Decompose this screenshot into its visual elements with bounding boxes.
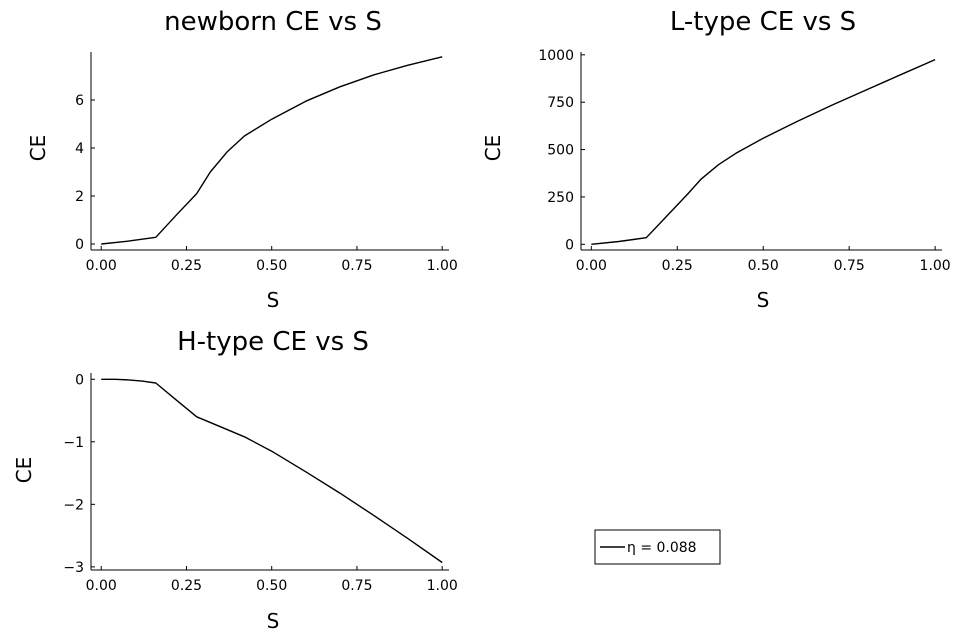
legend-label: η = 0.088 [627,540,697,556]
y-tick-label: 750 [547,95,574,111]
y-tick-label: 1000 [538,48,574,64]
legend: η = 0.088 [594,529,721,565]
axes: 0.00 0.25 0.50 0.75 1.00 0 2 4 6 [75,52,458,274]
y-tick-label: 6 [75,93,84,109]
panel-l-type-ce: L-type CE vs S S CE 0.00 0.25 0.50 0.75 1.00… [481,7,951,312]
axes: 0.00 0.25 0.50 0.75 1.00 0 −1 −2 −3 [63,372,457,594]
x-tick-label: 0.00 [86,258,117,274]
y-tick-label: 0 [565,237,574,253]
x-axis-label: S [267,288,280,312]
x-tick-label: 0.50 [748,258,779,274]
y-tick-label: −2 [63,497,84,513]
x-tick-label: 0.00 [576,258,607,274]
plot-area [101,378,443,564]
panel-newborn-ce: newborn CE vs S S CE 0.00 0.25 0.50 0.75 1.0… [26,7,458,312]
chart-title: L-type CE vs S [670,7,856,37]
x-axis-label: S [267,609,280,633]
plot-area [101,56,443,245]
y-tick-label: 500 [547,143,574,159]
y-tick-label: 0 [75,237,84,253]
plot-area [591,58,936,245]
series-line [101,378,443,564]
y-tick-label: 250 [547,190,574,206]
y-tick-label: −3 [63,560,84,576]
x-tick-label: 1.00 [427,258,458,274]
x-tick-label: 0.25 [171,578,202,594]
chart-title: newborn CE vs S [164,7,382,37]
y-axis-label: CE [26,135,50,162]
x-tick-label: 0.75 [834,258,865,274]
legend-box [594,529,721,565]
y-tick-label: 4 [75,141,84,157]
x-axis-label: S [757,288,770,312]
y-tick-label: 2 [75,189,84,205]
axes: 0.00 0.25 0.50 0.75 1.00 0 250 500 750 1000 [538,48,950,274]
chart-title: H-type CE vs S [177,327,369,357]
x-tick-label: 0.50 [256,578,287,594]
series-line [101,56,443,245]
series-line [591,58,936,245]
x-tick-label: 1.00 [920,258,951,274]
panel-h-type-ce: H-type CE vs S S CE 0.00 0.25 0.50 0.75 1.00… [12,327,458,633]
x-tick-label: 1.00 [427,578,458,594]
x-tick-label: 0.50 [256,258,287,274]
y-tick-label: −1 [63,435,84,451]
x-tick-label: 0.25 [662,258,693,274]
x-tick-label: 0.75 [341,578,372,594]
y-tick-label: 0 [75,372,84,388]
y-axis-label: CE [12,457,36,484]
y-axis-label: CE [481,135,505,162]
x-tick-label: 0.75 [341,258,372,274]
x-tick-label: 0.25 [171,258,202,274]
x-tick-label: 0.00 [86,578,117,594]
